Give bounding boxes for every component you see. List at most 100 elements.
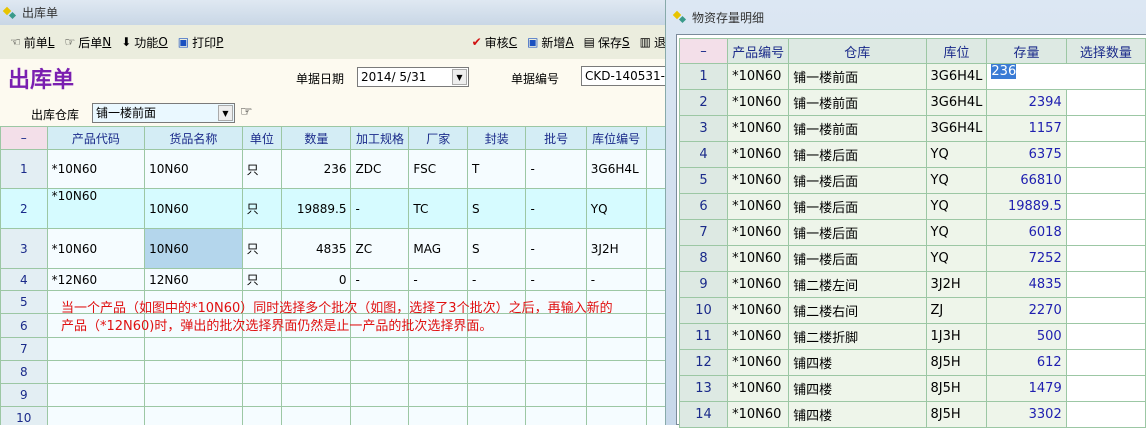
cell-col4[interactable]: 19889.5	[281, 188, 352, 229]
cell-col7[interactable]	[467, 337, 527, 361]
cell-col4[interactable]: 66810	[986, 167, 1067, 194]
cell-col3[interactable]: ZJ	[925, 297, 988, 324]
cell-col7[interactable]: S	[467, 188, 527, 229]
cell-col9[interactable]: -	[585, 268, 647, 291]
cell-col3[interactable]	[241, 360, 283, 384]
cell-col1[interactable]: *10N60	[727, 401, 790, 428]
toolbar-button-new-doc[interactable]: ▣ 新增 A	[527, 34, 574, 51]
cell-col9[interactable]: 3G6H4L	[585, 149, 647, 189]
cell-col7[interactable]: -	[467, 268, 527, 291]
cell-col4[interactable]: 1479	[986, 375, 1067, 402]
cell-col9[interactable]: YQ	[585, 188, 647, 229]
cell-col2[interactable]: 铺一楼前面	[788, 63, 927, 90]
table-row[interactable]: 8 *10N60 铺一楼后面 YQ 7252	[678, 245, 1146, 272]
table-row[interactable]: 11 *10N60 铺二楼折脚 1J3H 500	[678, 323, 1146, 350]
cell-col8[interactable]: -	[525, 268, 587, 291]
column-header[interactable]: 单位	[241, 126, 283, 150]
cell-col1[interactable]: *10N60	[727, 193, 790, 220]
cell-col3[interactable]: YQ	[925, 167, 988, 194]
cell-col1[interactable]: *10N60	[727, 141, 790, 168]
pointing-hand-icon[interactable]: ☞	[240, 104, 253, 120]
cell-col9[interactable]	[585, 313, 647, 338]
select-quantity-input[interactable]	[1065, 167, 1146, 194]
toolbar-button-check[interactable]: ✔ 审核 C	[472, 34, 517, 51]
cell-col3[interactable]: 3G6H4L	[925, 89, 988, 116]
cell-col5[interactable]: -	[350, 268, 410, 291]
cell-col9[interactable]	[585, 360, 647, 384]
cell-col1[interactable]: *10N60	[46, 228, 146, 269]
table-row[interactable]: 1 *10N60 10N60 只 236 ZDC FSC T -3G6H4L	[0, 149, 666, 189]
select-quantity-input[interactable]	[1065, 323, 1146, 350]
cell-col4[interactable]	[281, 337, 352, 361]
cell-col2[interactable]: 铺一楼后面	[788, 219, 927, 246]
cell-col3[interactable]: 只	[241, 228, 283, 269]
table-row[interactable]: 6 *10N60 铺一楼后面 YQ 19889.5	[678, 193, 1146, 220]
cell-col1[interactable]: *10N60	[727, 375, 790, 402]
cell-col3[interactable]: 只	[241, 188, 283, 229]
cell-col6[interactable]: TC	[408, 188, 469, 229]
cell-col9[interactable]	[585, 406, 647, 425]
cell-col4[interactable]: 612	[986, 349, 1067, 376]
cell-col1[interactable]: *10N60	[46, 188, 146, 229]
date-picker[interactable]: 2014/ 5/31 ▼	[357, 67, 469, 87]
cell-col3[interactable]: YQ	[925, 219, 988, 246]
table-row[interactable]: 3 *10N60 10N60 只 4835 ZC MAG S -3J2H	[0, 228, 666, 269]
cell-col1[interactable]	[46, 406, 146, 425]
select-quantity-input[interactable]	[1065, 401, 1146, 428]
cell-col2[interactable]: 铺四楼	[788, 375, 927, 402]
quantity-editor[interactable]: 236	[986, 63, 1146, 90]
cell-col4[interactable]	[281, 290, 352, 314]
table-row[interactable]: 6	[0, 313, 666, 338]
cell-col8[interactable]	[525, 290, 587, 314]
cell-col3[interactable]: 只	[241, 268, 283, 291]
cell-col3[interactable]: 8J5H	[925, 349, 988, 376]
table-row[interactable]: 5 *10N60 铺一楼后面 YQ 66810	[678, 167, 1146, 194]
select-quantity-input[interactable]	[1065, 375, 1146, 402]
cell-col1[interactable]	[46, 313, 146, 338]
cell-col9[interactable]	[585, 383, 647, 407]
column-header[interactable]: 厂家	[408, 126, 469, 150]
cell-col1[interactable]: *10N60	[727, 89, 790, 116]
cell-col1[interactable]: *10N60	[727, 167, 790, 194]
cell-col6[interactable]	[408, 337, 469, 361]
cell-col1[interactable]: *10N60	[727, 219, 790, 246]
cell-col3[interactable]	[241, 337, 283, 361]
number-field[interactable]: CKD-140531-0	[581, 66, 666, 86]
select-quantity-input[interactable]	[1065, 297, 1146, 324]
cell-col8[interactable]	[525, 383, 587, 407]
cell-col8[interactable]	[525, 360, 587, 384]
column-header[interactable]: 产品代码	[46, 126, 146, 150]
cell-col4[interactable]: 2270	[986, 297, 1067, 324]
cell-col3[interactable]: YQ	[925, 193, 988, 220]
cell-col2[interactable]: 铺一楼前面	[788, 115, 927, 142]
column-header[interactable]: 仓库	[788, 38, 927, 64]
cell-col2[interactable]: 铺二楼折脚	[788, 323, 927, 350]
cell-col4[interactable]	[281, 313, 352, 338]
cell-col2[interactable]: 铺一楼后面	[788, 141, 927, 168]
cell-col3[interactable]: 3J2H	[925, 271, 988, 298]
cell-col1[interactable]: *10N60	[727, 297, 790, 324]
cell-col3[interactable]: 8J5H	[925, 401, 988, 428]
cell-col2[interactable]	[144, 313, 243, 338]
column-header[interactable]: 存量	[986, 38, 1067, 64]
cell-col4[interactable]	[281, 360, 352, 384]
cell-col8[interactable]: -	[525, 149, 587, 189]
table-row[interactable]: 10 *10N60 铺二楼右间 ZJ 2270	[678, 297, 1146, 324]
cell-col1[interactable]: *10N60	[727, 245, 790, 272]
cell-col7[interactable]	[467, 313, 527, 338]
column-header[interactable]: 封装	[467, 126, 527, 150]
cell-col7[interactable]	[467, 406, 527, 425]
select-quantity-input[interactable]	[1065, 219, 1146, 246]
cell-col4[interactable]: 1157	[986, 115, 1067, 142]
table-row[interactable]: 1 *10N60 铺一楼前面 3G6H4L 236	[678, 63, 1146, 90]
select-quantity-input[interactable]	[1065, 141, 1146, 168]
column-header[interactable]: –	[0, 126, 48, 150]
cell-col2[interactable]: 铺一楼后面	[788, 167, 927, 194]
toolbar-button-prev-hand[interactable]: ☜ 前单 L	[10, 34, 54, 51]
cell-col3[interactable]: 3G6H4L	[925, 63, 988, 90]
cell-col1[interactable]	[46, 290, 146, 314]
toolbar-button-next-hand[interactable]: ☞ 后单 N	[64, 34, 111, 51]
cell-col4[interactable]	[281, 383, 352, 407]
cell-col2[interactable]: 12N60	[144, 268, 243, 291]
cell-col2[interactable]: 铺四楼	[788, 349, 927, 376]
